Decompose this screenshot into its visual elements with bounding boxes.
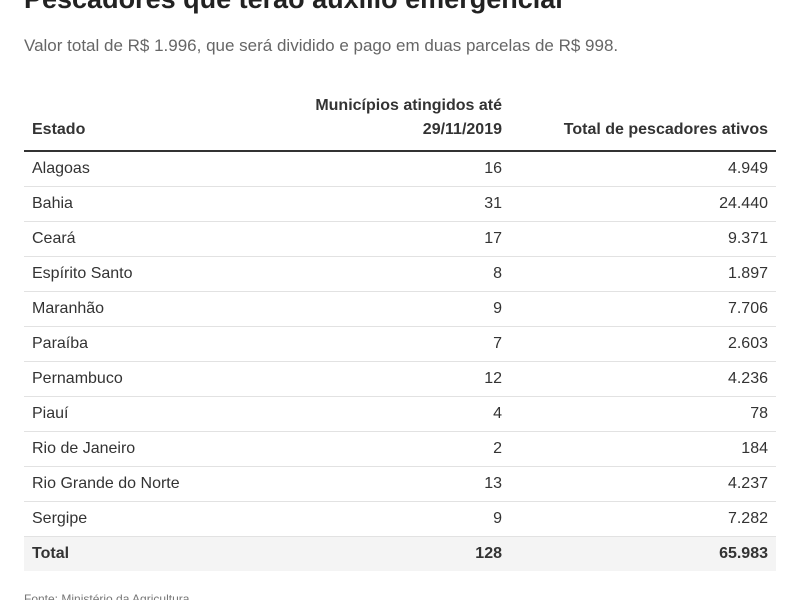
table-cell: 4.236 <box>510 361 776 397</box>
table-cell: Maranhão <box>24 291 274 327</box>
table-row: Maranhão 9 7.706 <box>24 291 776 327</box>
table-cell: 24.440 <box>510 186 776 222</box>
table-cell: 8 <box>274 256 510 292</box>
column-header: Municípios atingidos até 29/11/2019 <box>274 94 510 152</box>
table-cell: 13 <box>274 466 510 502</box>
total-cell: 128 <box>274 536 510 571</box>
table-row: Pernambuco 12 4.236 <box>24 361 776 397</box>
table-cell: 12 <box>274 361 510 397</box>
table-cell: 9 <box>274 501 510 537</box>
table-cell: 9.371 <box>510 221 776 257</box>
table-row: Rio Grande do Norte 13 4.237 <box>24 466 776 502</box>
table-cell: 9 <box>274 291 510 327</box>
table-cell: 4.949 <box>510 151 776 187</box>
table-cell: 31 <box>274 186 510 222</box>
table-row: Paraíba 7 2.603 <box>24 326 776 362</box>
table-cell: Ceará <box>24 221 274 257</box>
title: Pescadores que terão auxílio emergencial <box>24 0 563 15</box>
header-row: Estado Municípios atingidos até 29/11/201… <box>24 94 776 152</box>
data-table: Estado Municípios atingidos até 29/11/201… <box>24 94 776 571</box>
table-cell: 17 <box>274 221 510 257</box>
table-cell: Piauí <box>24 396 274 432</box>
column-header: Total de pescadores ativos <box>510 94 776 152</box>
table-row: Sergipe 9 7.282 <box>24 501 776 537</box>
table-cell: 7.706 <box>510 291 776 327</box>
total-row: Total 128 65.983 <box>24 536 776 571</box>
table-cell: Rio Grande do Norte <box>24 466 274 502</box>
total-cell: Total <box>24 536 274 571</box>
table-cell: Espírito Santo <box>24 256 274 292</box>
table-row: Ceará 17 9.371 <box>24 221 776 257</box>
table-row: Piauí 4 78 <box>24 396 776 432</box>
table-cell: 16 <box>274 151 510 187</box>
table-cell: 4 <box>274 396 510 432</box>
table-cell: 2 <box>274 431 510 467</box>
table-body: Alagoas 16 4.949 Bahia 31 24.440 Ceará 17 9.371 E… <box>24 151 776 571</box>
source: Fonte: Ministério da Agricultura <box>24 592 190 600</box>
table-cell: 4.237 <box>510 466 776 502</box>
table-cell: Bahia <box>24 186 274 222</box>
table-cell: 2.603 <box>510 326 776 362</box>
subtitle: Valor total de R$ 1.996, que será dividi… <box>24 36 619 55</box>
table-row: Espírito Santo 8 1.897 <box>24 256 776 292</box>
table-row: Bahia 31 24.440 <box>24 186 776 222</box>
column-header: Estado <box>24 94 274 152</box>
total-cell: 65.983 <box>510 536 776 571</box>
table-cell: 78 <box>510 396 776 432</box>
table-cell: Alagoas <box>24 151 274 187</box>
table-cell: 184 <box>510 431 776 467</box>
table-row: Rio de Janeiro 2 184 <box>24 431 776 467</box>
table-cell: Sergipe <box>24 501 274 537</box>
table-cell: Pernambuco <box>24 361 274 397</box>
table-cell: 7 <box>274 326 510 362</box>
table-cell: 7.282 <box>510 501 776 537</box>
table-cell: 1.897 <box>510 256 776 292</box>
table-cell: Paraíba <box>24 326 274 362</box>
table-row: Alagoas 16 4.949 <box>24 151 776 187</box>
table-head: Estado Municípios atingidos até 29/11/201… <box>24 94 776 152</box>
table-cell: Rio de Janeiro <box>24 431 274 467</box>
